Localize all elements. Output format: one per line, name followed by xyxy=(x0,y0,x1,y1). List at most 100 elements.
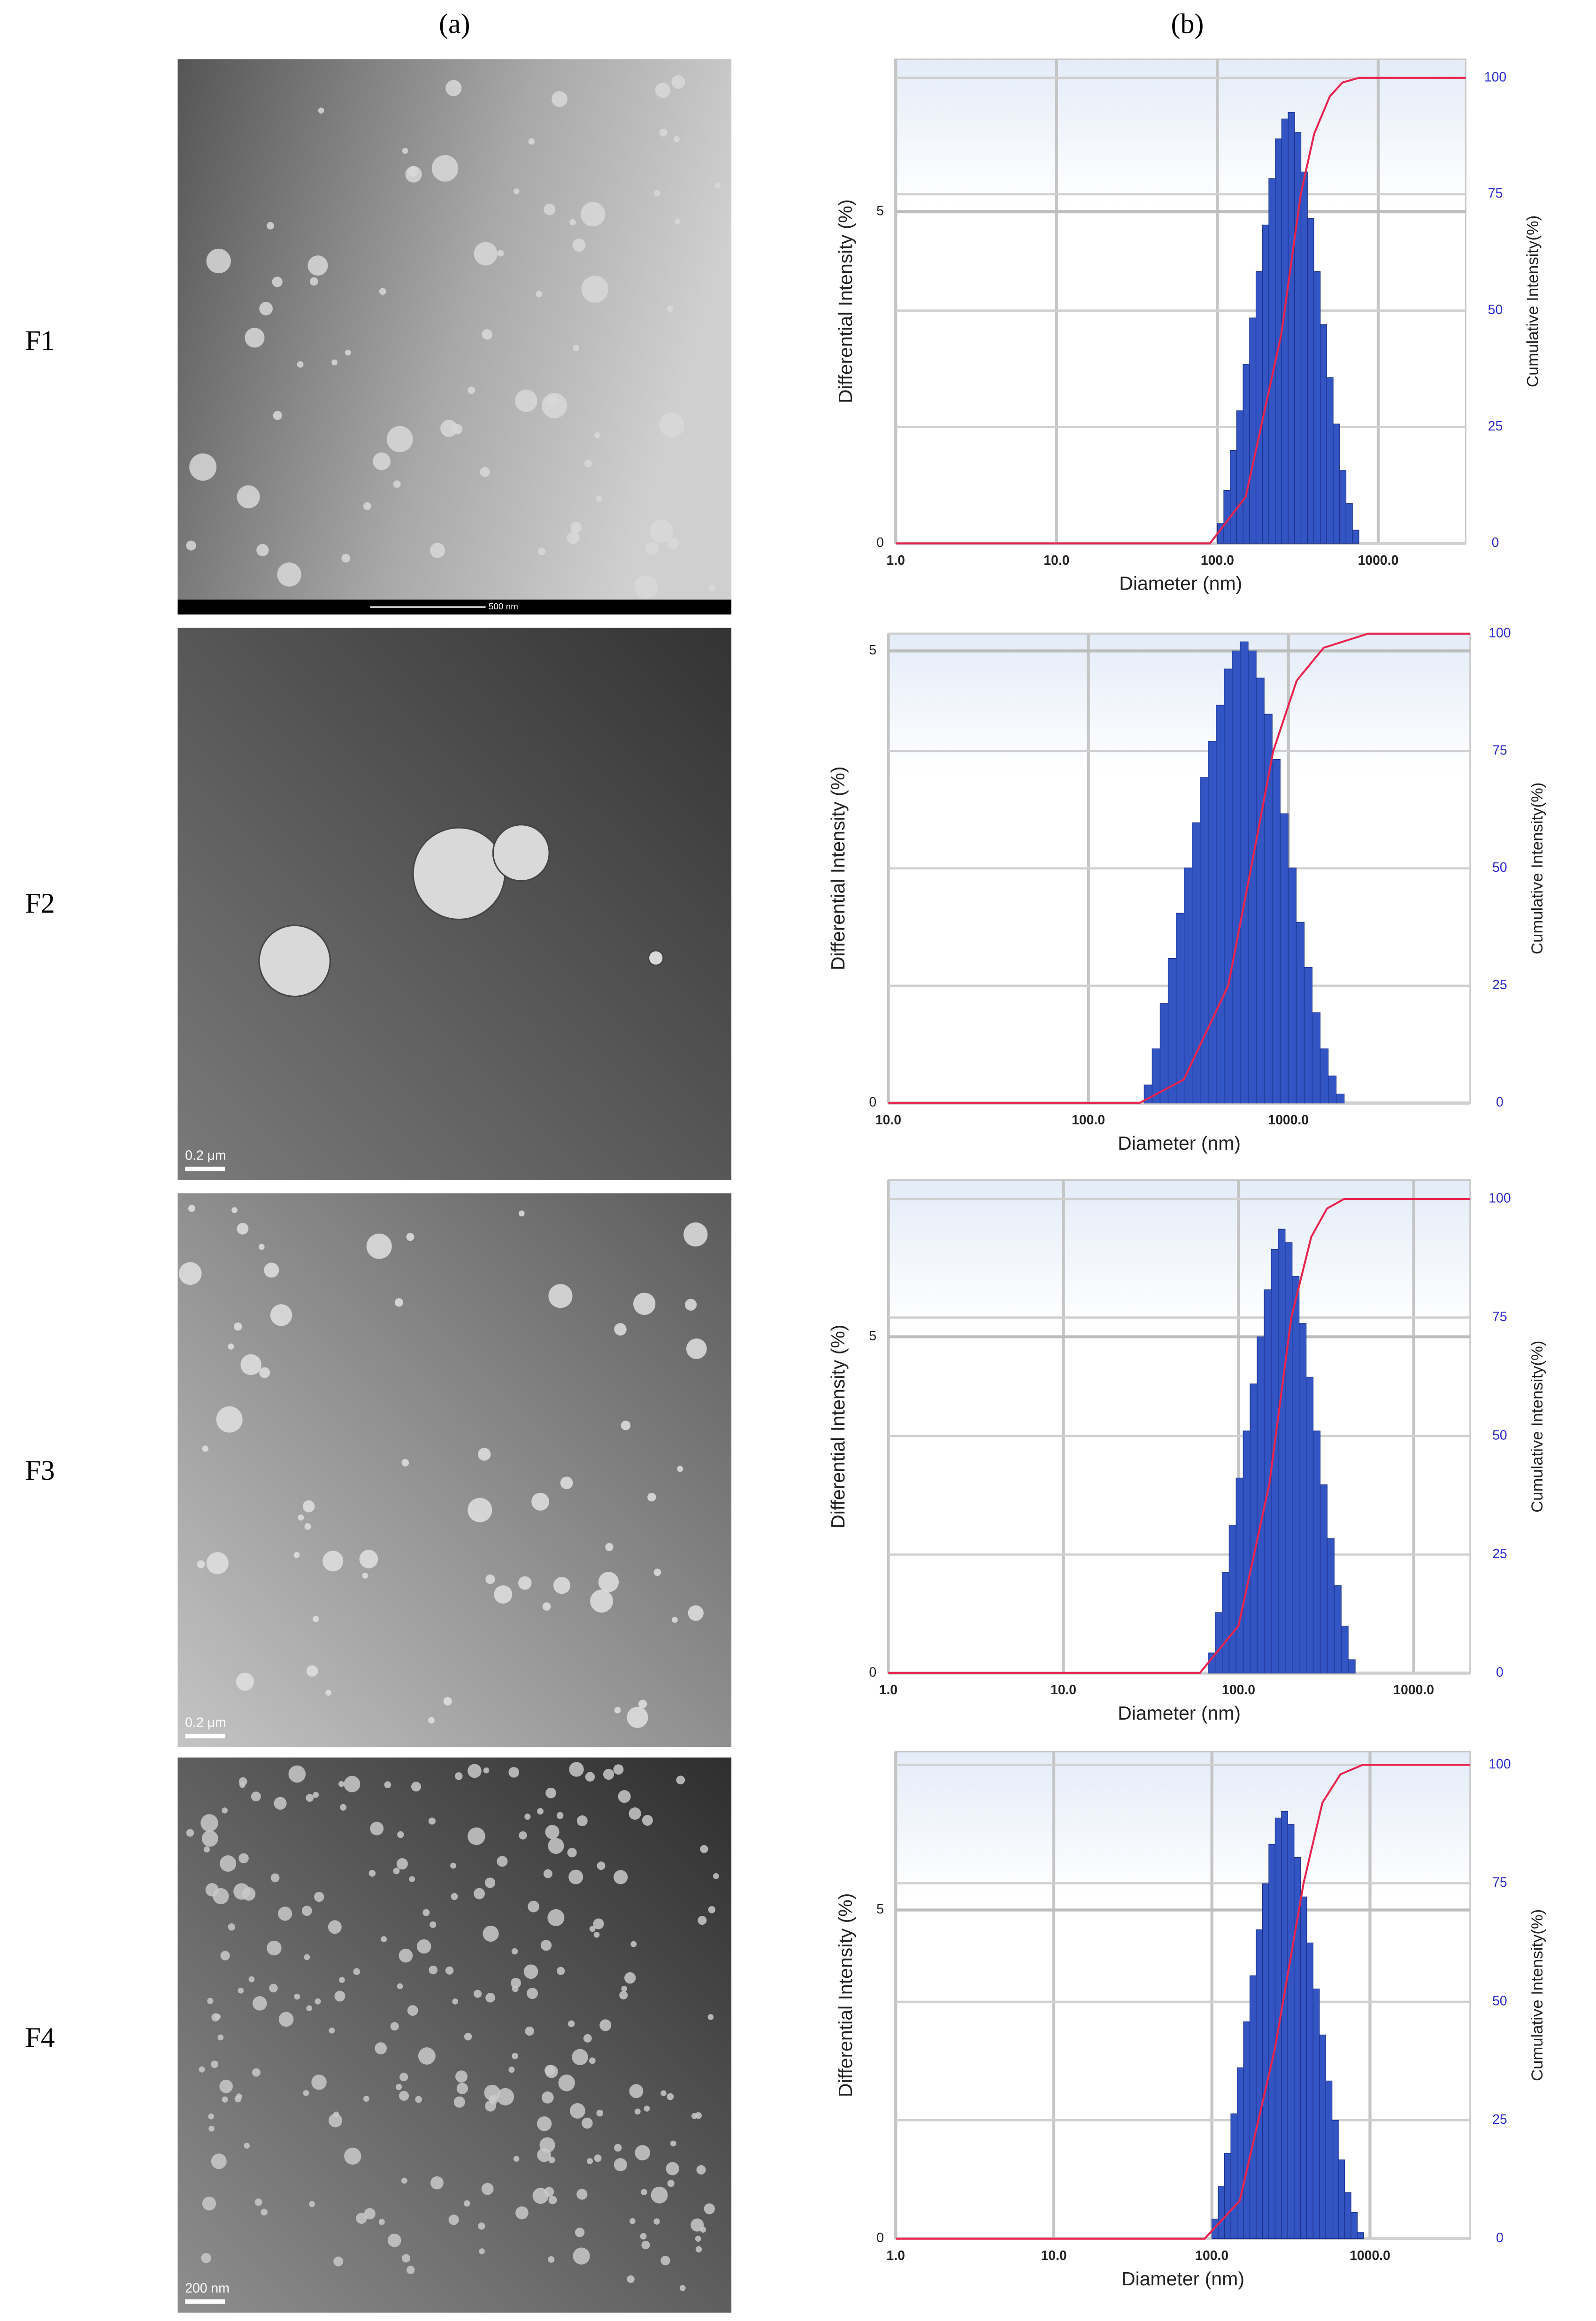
particle xyxy=(667,2180,675,2187)
bar xyxy=(1339,470,1347,544)
particle xyxy=(353,1968,361,1975)
particle xyxy=(345,349,351,356)
particle xyxy=(686,1338,707,1359)
particle xyxy=(548,2256,555,2263)
particle xyxy=(547,1909,565,1926)
particle xyxy=(373,452,391,470)
x-tick-label: 10.0 xyxy=(875,1113,901,1128)
particle xyxy=(537,2116,552,2131)
bar xyxy=(1319,2034,1326,2239)
particle xyxy=(629,1807,641,1820)
particle xyxy=(453,2096,465,2108)
y-tick-label: 5 xyxy=(869,643,876,658)
particle xyxy=(278,2012,294,2027)
particle xyxy=(513,2156,520,2162)
y2-tick-label: 50 xyxy=(1492,1993,1507,2008)
bar xyxy=(1292,1276,1300,1674)
x-tick-label: 100.0 xyxy=(1195,2248,1228,2263)
particle xyxy=(589,1926,596,1932)
particle xyxy=(401,1459,409,1467)
bar xyxy=(1285,1242,1293,1674)
particle xyxy=(463,2200,470,2207)
scale-bar xyxy=(185,1167,225,1171)
particle xyxy=(556,1812,564,1819)
particle xyxy=(676,1775,685,1784)
particle xyxy=(405,166,422,183)
particle xyxy=(406,1233,414,1241)
particle xyxy=(318,108,324,114)
particle xyxy=(660,128,668,137)
particle xyxy=(401,2177,407,2184)
particle xyxy=(523,1964,538,1979)
particle xyxy=(428,1717,435,1724)
particle xyxy=(672,1617,678,1623)
bar xyxy=(1218,2185,1225,2239)
particle xyxy=(231,1207,238,1214)
particle xyxy=(333,2256,344,2267)
bar xyxy=(1327,1076,1337,1104)
particle xyxy=(304,1523,311,1530)
bar xyxy=(1298,1323,1307,1674)
y2-tick-label: 75 xyxy=(1488,186,1503,201)
particle xyxy=(567,531,580,545)
particle xyxy=(407,2005,418,2016)
particle xyxy=(261,2208,268,2216)
x-axis-label: Diameter (nm) xyxy=(1118,1702,1241,1724)
particle xyxy=(587,2158,593,2164)
particle xyxy=(524,1814,531,1820)
particle xyxy=(468,386,475,394)
bar xyxy=(1325,2080,1333,2239)
particle xyxy=(695,2112,702,2119)
particle xyxy=(583,2034,592,2043)
particle xyxy=(216,1406,243,1433)
bar xyxy=(1320,1048,1329,1104)
particle xyxy=(695,2246,702,2252)
bar xyxy=(1338,2159,1345,2239)
y2-tick-label: 50 xyxy=(1492,860,1507,875)
particle xyxy=(208,2125,215,2132)
y2-tick-label: 50 xyxy=(1488,302,1503,317)
particle xyxy=(211,2013,220,2022)
bar xyxy=(1200,777,1209,1104)
particle xyxy=(585,1772,595,1782)
particle xyxy=(581,276,609,303)
bar xyxy=(1262,1883,1269,2239)
particle xyxy=(700,1845,708,1853)
bar xyxy=(1183,868,1193,1104)
particle xyxy=(515,2206,529,2220)
cumulative-line xyxy=(888,632,1470,1104)
particle xyxy=(309,2201,315,2207)
cumulative-line xyxy=(888,1198,1470,1674)
particle xyxy=(207,1998,214,2004)
particle xyxy=(233,1883,250,1900)
particle xyxy=(256,544,269,557)
particle xyxy=(614,2158,627,2171)
particle xyxy=(344,2147,361,2165)
particle xyxy=(477,1448,491,1461)
y2-tick-label: 100 xyxy=(1489,625,1511,640)
particle xyxy=(708,584,716,592)
particle xyxy=(614,1870,628,1884)
particle xyxy=(429,1965,438,1975)
particle xyxy=(338,1781,345,1787)
particle xyxy=(479,2248,485,2254)
particle xyxy=(409,1876,415,1883)
particle xyxy=(679,2285,686,2291)
tem-image: 0.2 μm xyxy=(177,1193,732,1747)
bar xyxy=(1249,317,1257,544)
particle xyxy=(220,1951,230,1960)
particle xyxy=(593,1931,600,1938)
bar xyxy=(1280,813,1289,1104)
y-tick-label: 5 xyxy=(869,1329,876,1344)
bar xyxy=(1167,958,1177,1104)
particle xyxy=(440,420,458,437)
y-axis-label: Differential Intensity (%) xyxy=(827,767,849,970)
particle xyxy=(582,2117,593,2129)
particle xyxy=(244,2143,250,2149)
particle xyxy=(211,2060,218,2068)
particle xyxy=(653,2218,660,2225)
particle xyxy=(298,1514,304,1521)
particle xyxy=(492,824,550,882)
particle xyxy=(306,2005,313,2012)
